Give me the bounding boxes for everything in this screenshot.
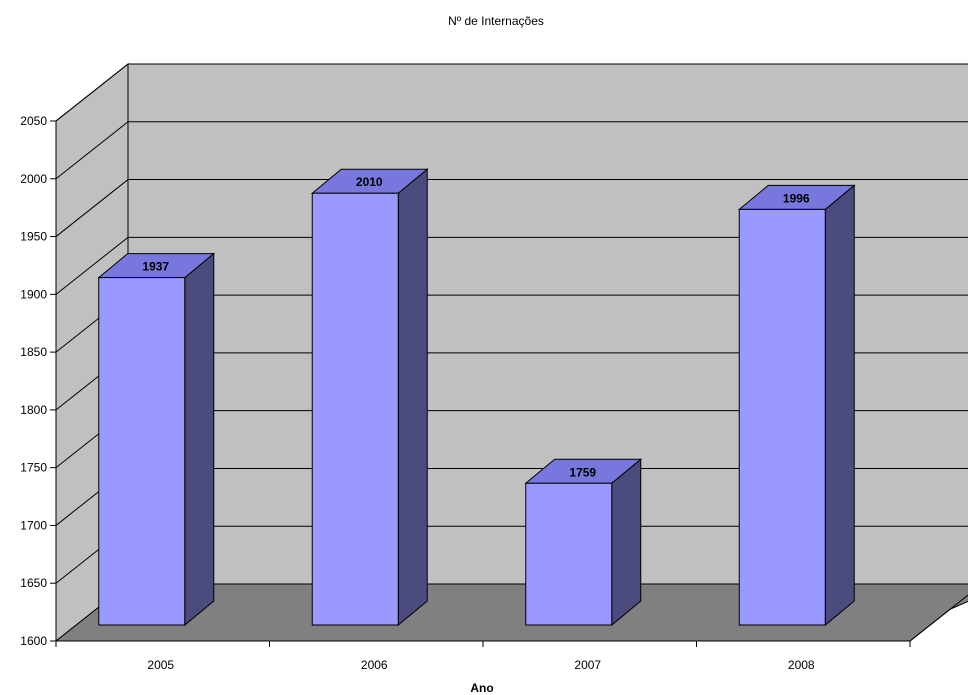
data-label: 1996 bbox=[783, 191, 810, 205]
y-tick-label: 2000 bbox=[20, 172, 47, 186]
data-labels: 1937 2010 1759 1996 bbox=[142, 175, 810, 479]
y-tick-label: 1700 bbox=[20, 518, 47, 532]
data-label: 1937 bbox=[142, 260, 169, 274]
gridline-side bbox=[55, 179, 129, 237]
bar bbox=[525, 482, 613, 626]
bar bbox=[98, 277, 186, 626]
y-tick-label: 1850 bbox=[20, 345, 47, 359]
bar bbox=[311, 192, 399, 626]
gridline-side bbox=[55, 121, 129, 180]
x-tick-label: 2006 bbox=[361, 658, 388, 672]
y-tick-label: 2050 bbox=[20, 114, 47, 128]
bars bbox=[97, 168, 856, 627]
bar-side bbox=[611, 458, 642, 627]
y-tick-label: 1950 bbox=[20, 230, 47, 244]
y-tick-label: 1800 bbox=[20, 403, 47, 417]
x-tick-label: 2005 bbox=[147, 658, 174, 672]
y-tick-label: 1650 bbox=[20, 576, 47, 590]
bar-side bbox=[184, 252, 215, 627]
bar-side bbox=[397, 168, 428, 627]
y-tick-label: 1750 bbox=[20, 461, 47, 475]
bar bbox=[738, 208, 826, 626]
gridline-side bbox=[55, 236, 129, 295]
data-label: 1759 bbox=[569, 465, 596, 479]
x-axis-label: Ano bbox=[470, 681, 493, 695]
y-tick-label: 1900 bbox=[20, 287, 47, 301]
data-label: 2010 bbox=[356, 175, 383, 189]
bar-side bbox=[824, 184, 855, 627]
chart-title: Nº de Internações bbox=[448, 14, 544, 28]
y-tick-label: 1600 bbox=[20, 634, 47, 648]
x-tick-label: 2008 bbox=[788, 658, 815, 672]
floor-edge bbox=[909, 594, 968, 642]
axes: 1600 1650 1700 1750 1800 1850 1900 1950 2000 2050… bbox=[20, 114, 968, 672]
x-tick-label: 2007 bbox=[574, 658, 601, 672]
gridline-side bbox=[55, 63, 129, 122]
